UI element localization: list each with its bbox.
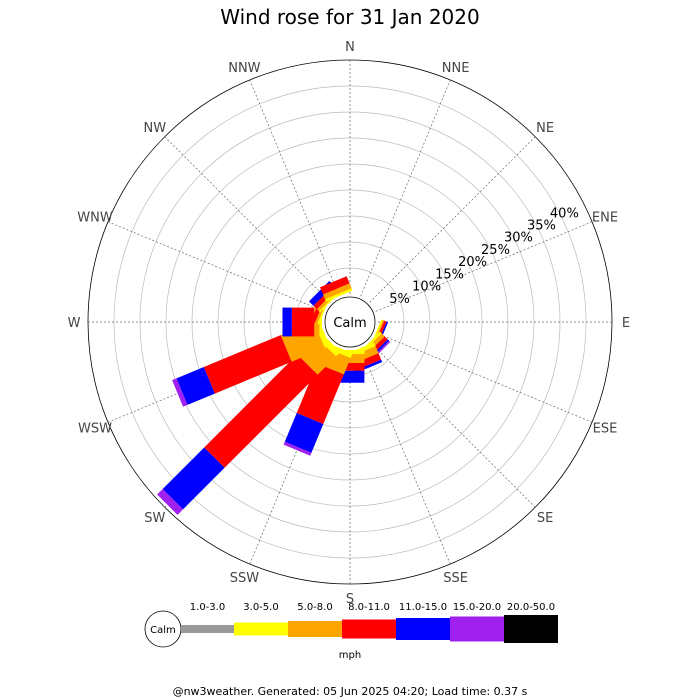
dir-label-ssw: SSW xyxy=(230,571,260,586)
bar-ssw-bin-4 xyxy=(284,412,324,453)
wind-bars xyxy=(157,276,391,515)
spoke-nne xyxy=(360,79,451,297)
legend-swatch-5 xyxy=(450,616,504,642)
ring-label-20: 20% xyxy=(458,255,487,270)
calm-center: Calm xyxy=(324,296,376,348)
bar-nnw xyxy=(320,276,353,302)
dir-label-n: N xyxy=(345,40,355,55)
dir-label-sse: SSE xyxy=(443,571,468,586)
bar-wsw-bin-4 xyxy=(176,366,215,405)
bar-s-bin-4 xyxy=(335,370,365,383)
bar-wsw-bin-3 xyxy=(203,335,292,394)
calm-label: Calm xyxy=(333,316,366,331)
ring-label-15: 15% xyxy=(435,267,464,282)
bar-w-bin-4 xyxy=(282,307,292,337)
spoke-ese xyxy=(375,332,593,423)
legend-unit-label: mph xyxy=(339,650,361,661)
bar-nnw-bin-1 xyxy=(324,288,353,302)
dir-label-ne: NE xyxy=(536,121,554,136)
spoke-nw xyxy=(164,136,331,303)
dir-label-e: E xyxy=(622,316,630,331)
dir-label-wnw: WNW xyxy=(77,210,113,225)
speed-legend: Calm mph 1.0-3.0 3.0-5.0 5.0-8.0 8.0-11.0 11… xyxy=(144,602,558,661)
spoke-ssw xyxy=(249,347,340,565)
legend-label-1: 3.0-5.0 xyxy=(243,602,278,613)
ring-label-25: 25% xyxy=(481,243,510,258)
spoke-se xyxy=(369,341,536,508)
calm-circle xyxy=(324,296,376,348)
bar-w-bin-3 xyxy=(291,307,315,337)
spoke-nnw xyxy=(249,79,340,297)
dir-label-se: SE xyxy=(537,511,553,526)
bar-sw-bin-4 xyxy=(162,447,225,510)
dir-label-ese: ESE xyxy=(593,422,618,437)
spoke-ne xyxy=(369,136,536,303)
bar-ssw-bin-5 xyxy=(283,441,312,456)
dir-label-wsw: WSW xyxy=(78,422,112,437)
bar-s-bin-1 xyxy=(335,350,365,355)
ring-label-5: 5% xyxy=(389,292,410,307)
chart-title: Wind rose for 31 Jan 2020 xyxy=(220,5,479,29)
legend-swatch-2 xyxy=(288,621,342,637)
legend-swatch-6 xyxy=(504,615,558,643)
ring-label-40: 40% xyxy=(550,206,579,221)
legend-swatch-3 xyxy=(342,619,396,639)
legend-swatch-1 xyxy=(234,622,288,636)
bar-nnw-bin-2 xyxy=(322,283,352,300)
direction-labels: N NNE NE ENE E ESE SE SSE S SSW SW WSW W WNW NW NNW 5%10… xyxy=(68,40,631,607)
spoke-wnw xyxy=(107,221,325,312)
footer-text: @nw3weather. Generated: 05 Jun 2025 04:2… xyxy=(173,685,528,698)
legend-calm-label: Calm xyxy=(150,625,176,636)
ring-label-30: 30% xyxy=(504,231,533,246)
legend-label-3: 8.0-11.0 xyxy=(348,602,390,613)
dir-label-nne: NNE xyxy=(442,61,470,76)
ring-label-35: 35% xyxy=(527,219,556,234)
bar-ssw-bin-3 xyxy=(296,363,344,425)
bar-sw-bin-5 xyxy=(157,488,184,515)
dir-label-nnw: NNW xyxy=(228,61,260,76)
bar-sw-bin-3 xyxy=(204,354,318,468)
polar-grid xyxy=(87,59,613,585)
legend-label-6: 20.0-50.0 xyxy=(507,602,555,613)
bar-nnw-bin-3 xyxy=(320,276,350,295)
dir-label-w: W xyxy=(68,316,81,331)
bar-wsw-bin-5 xyxy=(172,378,188,407)
spoke-ene xyxy=(375,221,593,312)
spoke-sse xyxy=(360,347,451,565)
legend-swatch-0 xyxy=(181,625,234,633)
dir-label-nw: NW xyxy=(144,121,167,136)
dir-label-sw: SW xyxy=(144,511,165,526)
legend-label-2: 5.0-8.0 xyxy=(297,602,332,613)
ring-label-10: 10% xyxy=(412,280,441,295)
bar-s-bin-3 xyxy=(335,363,365,371)
dir-label-ene: ENE xyxy=(592,210,618,225)
legend-label-5: 15.0-20.0 xyxy=(453,602,501,613)
legend-label-0: 1.0-3.0 xyxy=(190,602,225,613)
legend-label-4: 11.0-15.0 xyxy=(399,602,447,613)
dir-label-s: S xyxy=(346,592,354,607)
bar-wsw xyxy=(172,319,330,407)
legend-swatch-4 xyxy=(396,618,450,640)
